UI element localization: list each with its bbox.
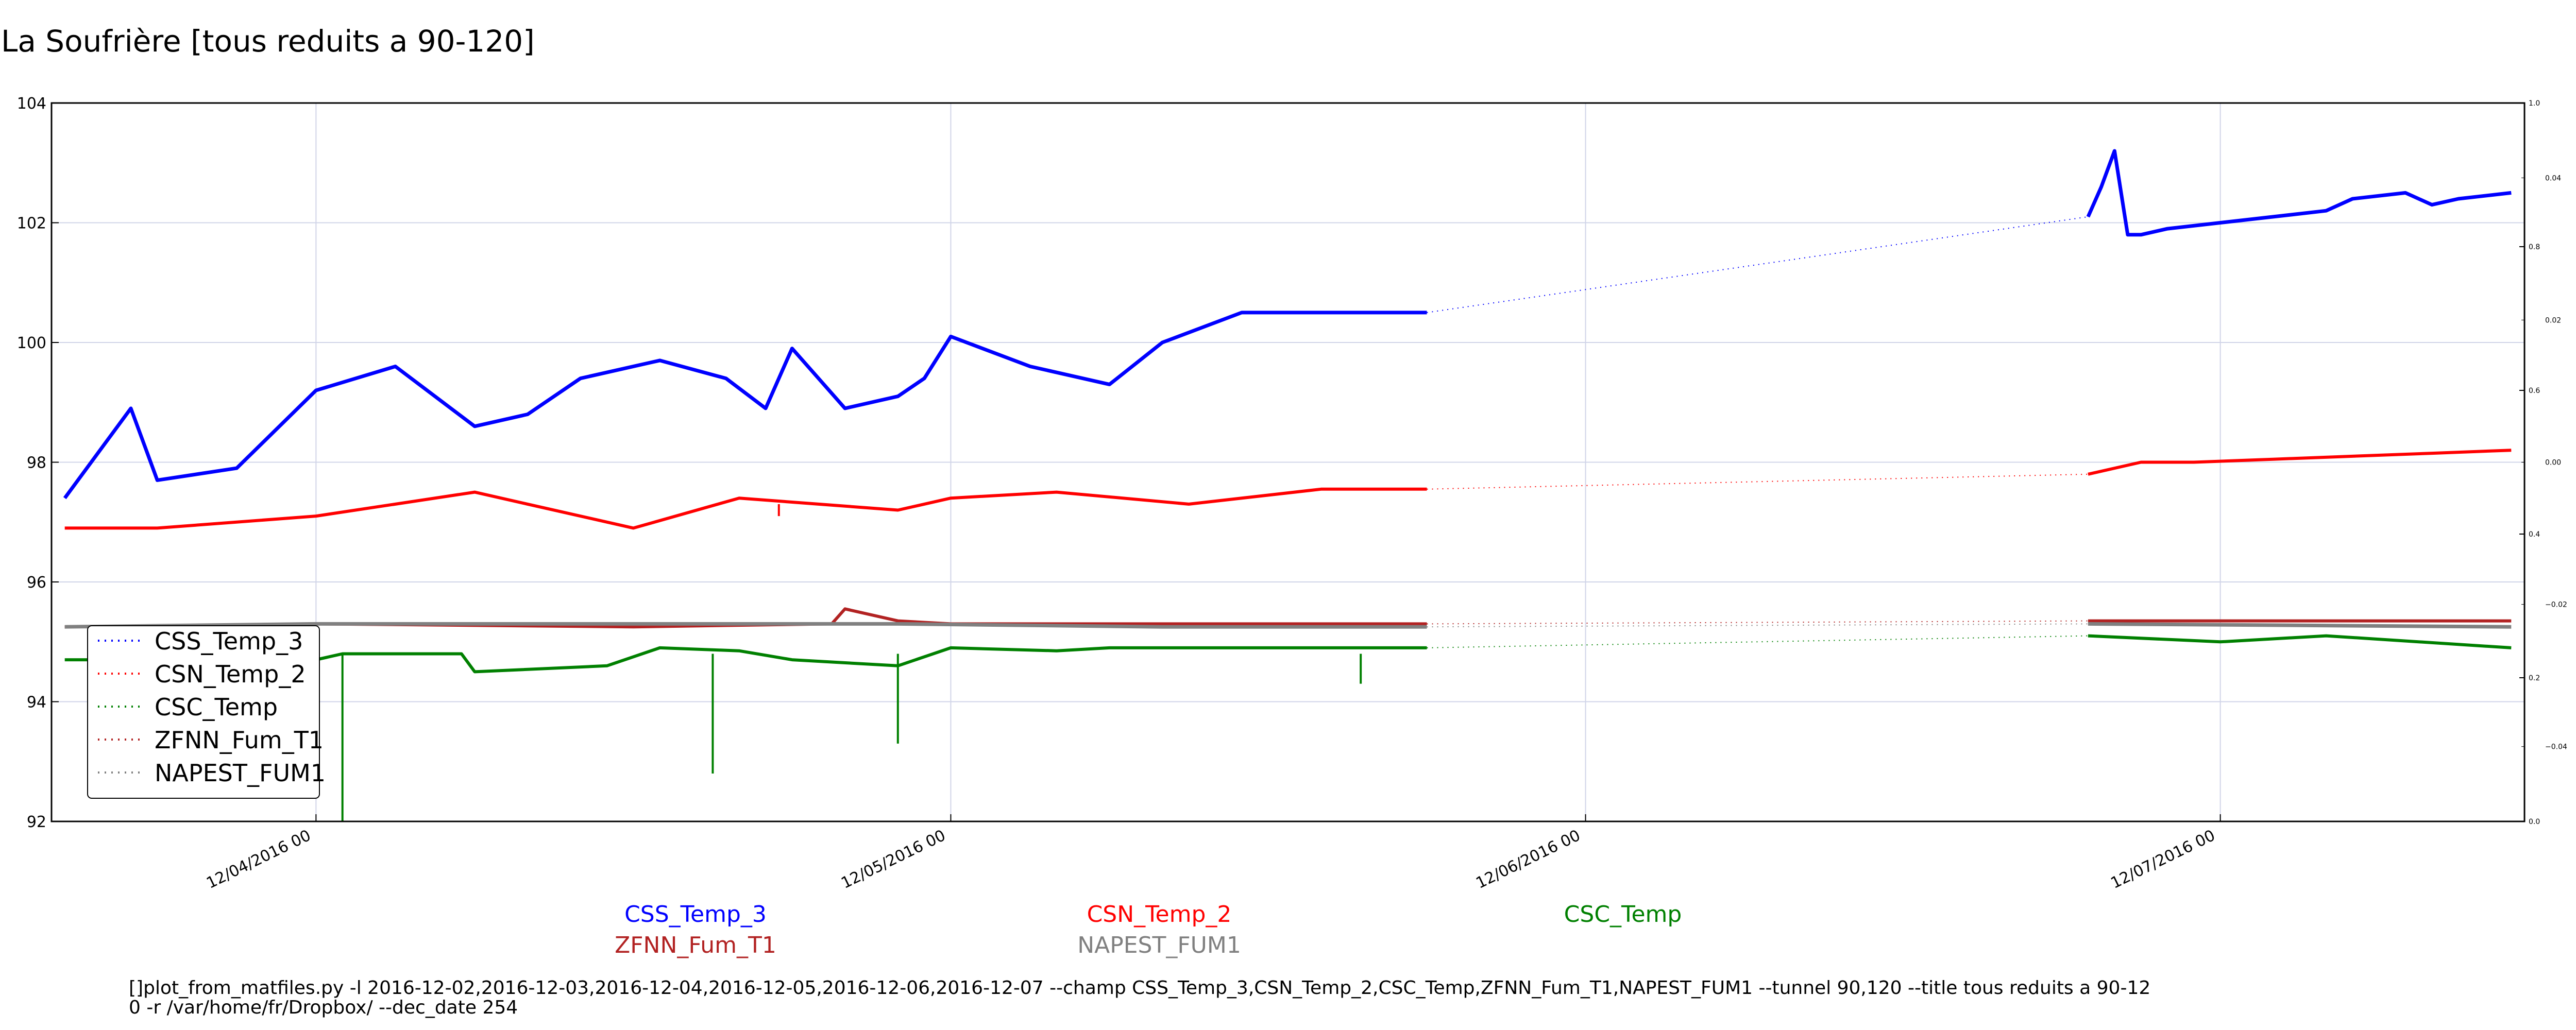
series-NAPEST_FUM1 [64, 622, 2512, 629]
series-layer [63, 149, 2512, 821]
series-line [2086, 149, 2512, 237]
right-inner-tick-label: 0.02 [2545, 316, 2561, 324]
y-tick-label: 104 [17, 95, 46, 113]
bottom-label: CSN_Temp_2 [1087, 901, 1232, 928]
right-tick-label: 0.8 [2529, 243, 2540, 251]
legend-label: CSS_Temp_3 [155, 627, 303, 655]
series-gap-line [1427, 620, 2088, 625]
series-line [2088, 634, 2512, 649]
y-tick-label: 100 [17, 334, 46, 352]
bottom-label: NAPEST_FUM1 [1077, 932, 1241, 958]
y-tick-label: 96 [27, 574, 46, 592]
series-gap-line [1427, 473, 2088, 490]
x-tick-label: 12/05/2016 00 [838, 827, 948, 892]
legend-label: CSN_Temp_2 [155, 660, 306, 688]
series-line [63, 311, 1427, 500]
bottom-label: ZFNN_Fum_T1 [615, 932, 776, 958]
right-tick-label: 0.0 [2529, 818, 2540, 826]
series-gap-line [1427, 216, 2089, 313]
command-line-2: 0 -r /var/home/fr/Dropbox/ --dec_date 25… [129, 997, 518, 1018]
right-tick-label: 0.4 [2529, 530, 2540, 539]
x-tick-label: 12/04/2016 00 [204, 827, 314, 892]
right-inner-tick-label: −0.04 [2545, 743, 2567, 751]
right-tick-label: 1.0 [2529, 99, 2540, 108]
series-line [64, 646, 1427, 674]
y-tick-label: 102 [17, 215, 46, 233]
series-line [64, 622, 1427, 629]
y-tick-label: 98 [27, 454, 46, 472]
series-gap-line [1427, 635, 2088, 648]
legend: CSS_Temp_3 CSN_Temp_2 CSC_Temp ZFNN_Fum_T1 N… [87, 625, 326, 799]
series-CSN_Temp_2 [64, 449, 2512, 530]
x-tick-label: 12/07/2016 00 [2108, 827, 2218, 892]
legend-label: ZFNN_Fum_T1 [155, 726, 324, 754]
series-line [2088, 449, 2512, 476]
bottom-label: CSS_Temp_3 [624, 901, 767, 928]
legend-box [87, 625, 320, 799]
series-CSS_Temp_3 [63, 149, 2512, 500]
right-tick-label: 0.6 [2529, 387, 2540, 395]
bottom-labels: CSS_Temp_3 CSN_Temp_2 CSC_Temp ZFNN_Fum_T1 N… [615, 901, 1682, 958]
series-gap-line [1427, 623, 2088, 628]
bottom-label: CSC_Temp [1564, 901, 1682, 928]
right-inner-tick-label: −0.02 [2545, 601, 2567, 609]
command-line-1: []plot_from_matfiles.py -l 2016-12-02,20… [129, 977, 2150, 999]
right-inner-tick-label: 0.04 [2545, 174, 2561, 182]
y-tick-label: 92 [27, 813, 46, 831]
x-tick-label: 12/06/2016 00 [1473, 827, 1583, 892]
y-tick-label: 94 [27, 694, 46, 712]
series-line [2088, 622, 2512, 629]
legend-label: CSC_Temp [155, 693, 278, 721]
chart-title: La Soufrière [tous reduits a 90-120] [1, 24, 535, 59]
series-line [64, 487, 1427, 530]
right-inner-tick-label: 0.00 [2545, 459, 2561, 467]
plot-frame [50, 102, 2526, 822]
series-CSC_Temp [64, 634, 2512, 674]
legend-label: NAPEST_FUM1 [155, 759, 326, 787]
right-tick-label: 0.2 [2529, 674, 2540, 682]
